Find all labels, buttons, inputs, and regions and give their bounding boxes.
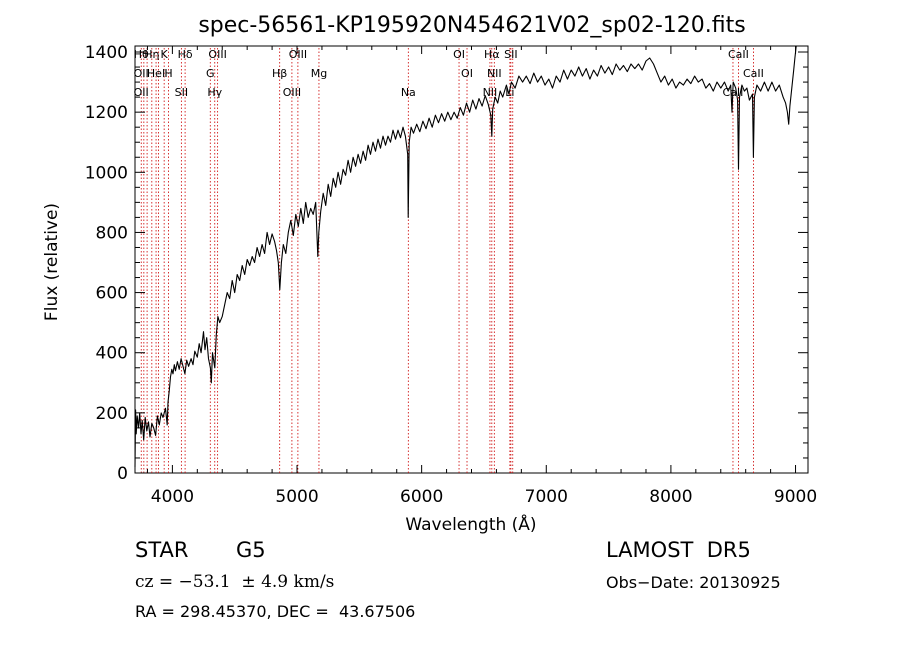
line-label: OIII bbox=[289, 48, 307, 61]
survey-release: LAMOST DR5 bbox=[606, 538, 751, 562]
coordinates: RA = 298.45370, DEC = 43.67506 bbox=[135, 602, 416, 621]
y-tick-label: 1200 bbox=[85, 103, 128, 123]
line-label: CaII bbox=[743, 67, 764, 80]
line-label: SII bbox=[175, 86, 188, 99]
line-label: OI bbox=[453, 48, 465, 61]
x-tick-label: 4000 bbox=[151, 487, 194, 507]
line-label: Li bbox=[505, 86, 514, 99]
observation-date: Obs−Date: 20130925 bbox=[606, 573, 781, 592]
x-tick-label: 7000 bbox=[525, 487, 568, 507]
y-tick-label: 200 bbox=[96, 404, 128, 424]
line-label: G bbox=[206, 67, 215, 80]
spectrum-line bbox=[134, 45, 797, 468]
line-label: Hη bbox=[144, 48, 159, 61]
line-label: OI bbox=[461, 67, 473, 80]
object-class: STAR bbox=[135, 538, 189, 562]
spectral-line-labels: HθOIIOIIHηHeIKHSIIHδGHγOIIIHβOIIIOIIIMgN… bbox=[134, 48, 764, 99]
y-tick-label: 0 bbox=[117, 464, 128, 484]
plot-frame bbox=[134, 45, 809, 474]
x-tick-label: 8000 bbox=[649, 487, 692, 507]
x-tick-label: 9000 bbox=[774, 487, 817, 507]
line-label: Hθ bbox=[134, 48, 149, 61]
redshift-cz: cz = −53.1 ± 4.9 km/s bbox=[135, 572, 335, 592]
x-tick-label: 5000 bbox=[275, 487, 318, 507]
line-label: Hα bbox=[484, 48, 500, 61]
line-label: H bbox=[164, 67, 172, 80]
y-axis-label: Flux (relative) bbox=[42, 203, 62, 321]
line-label: NII bbox=[487, 67, 502, 80]
line-label: HeI bbox=[147, 67, 165, 80]
line-label: OIII bbox=[283, 86, 301, 99]
x-axis: 4000 5000 6000 7000 8000 9000 bbox=[146, 46, 817, 507]
line-label: Na bbox=[401, 86, 416, 99]
line-label: Mg bbox=[311, 67, 327, 80]
y-tick-label: 800 bbox=[96, 223, 128, 243]
line-label: OII bbox=[134, 86, 149, 99]
chart-title: spec-56561-KP195920N454621V02_sp02-120.f… bbox=[198, 13, 745, 38]
y-tick-label: 400 bbox=[96, 344, 128, 364]
object-subclass: G5 bbox=[236, 538, 266, 562]
line-label: Hγ bbox=[207, 86, 222, 99]
x-axis-label: Wavelength (Å) bbox=[405, 513, 536, 535]
spectral-line-markers bbox=[140, 48, 754, 473]
line-label: OII bbox=[134, 67, 149, 80]
line-label: OIII bbox=[208, 48, 226, 61]
y-tick-label: 600 bbox=[96, 284, 128, 304]
line-label: Hδ bbox=[178, 48, 193, 61]
line-label: CaII bbox=[728, 48, 749, 61]
y-tick-label: 1000 bbox=[85, 163, 128, 183]
x-tick-label: 6000 bbox=[400, 487, 443, 507]
line-label: NII bbox=[483, 86, 498, 99]
y-axis: 0 200 400 600 800 1000 1200 1400 bbox=[85, 43, 808, 484]
line-label: Hβ bbox=[272, 67, 287, 80]
y-tick-label: 1400 bbox=[85, 43, 128, 63]
line-label: SII bbox=[504, 48, 517, 61]
line-label: K bbox=[161, 48, 169, 61]
